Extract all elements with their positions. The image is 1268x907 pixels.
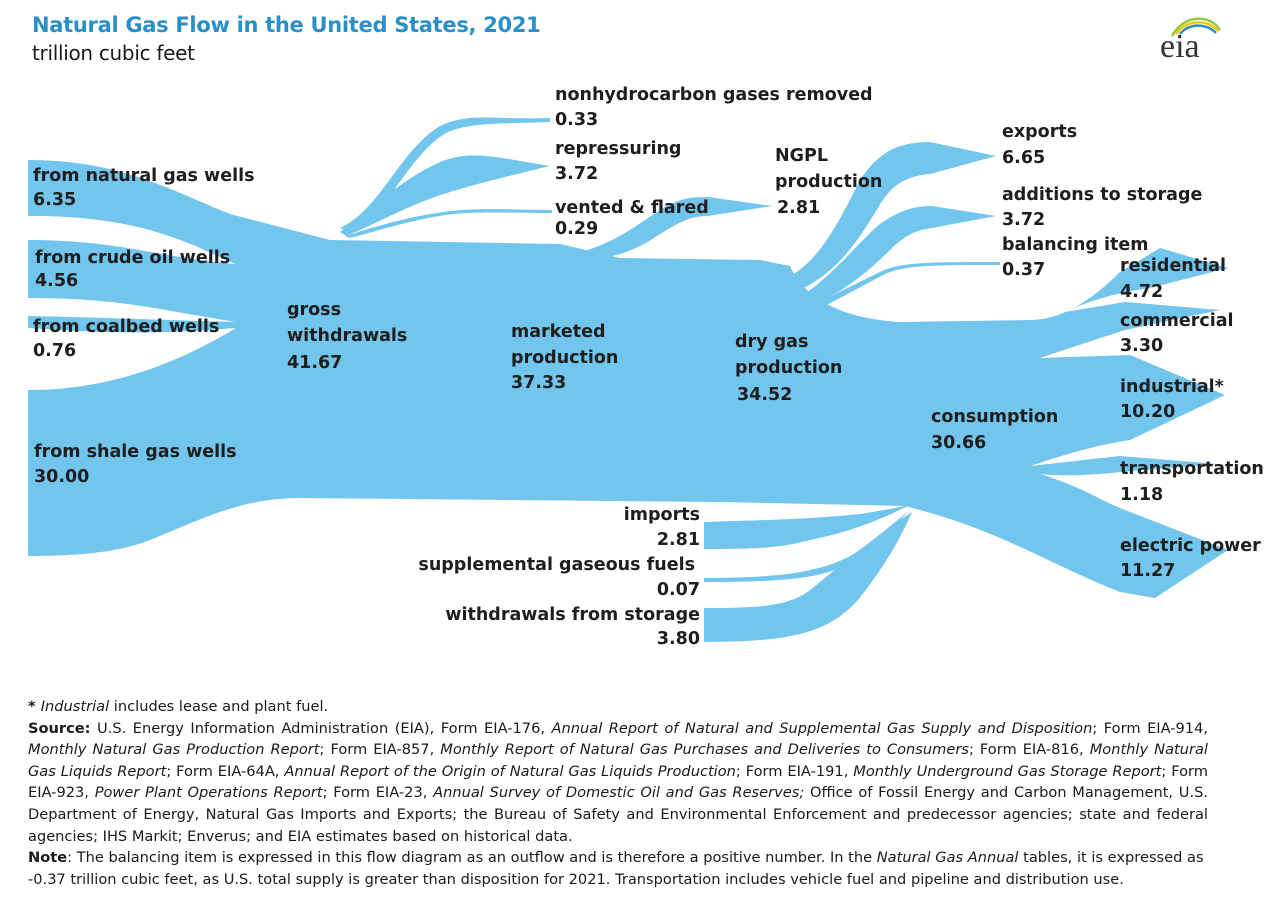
source-text: ; Form EIA-914, xyxy=(1092,719,1209,737)
label-nonhydrocarbon: nonhydrocarbon gases removed xyxy=(555,85,873,105)
value-wells: 6.35 xyxy=(33,190,76,210)
source-text: ; Form EIA-857, xyxy=(319,741,441,759)
value-repressuring: 3.72 xyxy=(555,164,598,184)
label-supplemental: supplemental gaseous fuels xyxy=(418,555,695,575)
label-marketed-2: production xyxy=(511,348,618,368)
source-text: Monthly Underground Gas Storage Report xyxy=(853,762,1162,780)
label-coalbed: from coalbed wells xyxy=(33,317,219,337)
value-industrial: 10.20 xyxy=(1120,402,1175,422)
flow-exports xyxy=(790,142,996,290)
label-dry-1: dry gas xyxy=(735,332,808,352)
footnote-text: includes lease and plant fuel. xyxy=(109,698,329,715)
value-ngpl: 2.81 xyxy=(777,198,820,218)
label-withdrawals-storage: withdrawals from storage xyxy=(445,605,700,625)
source-text: Annual Report of Natural and Supplementa… xyxy=(551,719,1093,737)
label-dry-2: production xyxy=(735,358,842,378)
value-withdrawals-storage: 3.80 xyxy=(657,629,700,649)
label-marketed-1: marketed xyxy=(511,322,605,342)
eia-logo: eia xyxy=(1160,17,1222,62)
source-label: Source: xyxy=(28,719,91,737)
label-imports: imports xyxy=(624,505,700,525)
value-exports: 6.65 xyxy=(1002,148,1045,168)
value-consumption: 30.66 xyxy=(931,433,986,453)
flow-repressuring xyxy=(340,155,550,236)
source-text: U.S. Energy Information Administration (… xyxy=(90,719,552,737)
value-transportation: 1.18 xyxy=(1120,485,1163,505)
note-text: Natural Gas Annual xyxy=(876,849,1019,867)
value-imports: 2.81 xyxy=(657,530,700,550)
label-ngpl-2: production xyxy=(775,172,882,192)
source-text: ; Form EIA-923, xyxy=(28,762,1208,802)
page-title: Natural Gas Flow in the United States, 2… xyxy=(32,13,541,37)
value-oil: 4.56 xyxy=(35,271,78,291)
industrial-footnote: * Industrial includes lease and plant fu… xyxy=(28,696,1208,718)
label-wells: from natural gas wells xyxy=(33,166,255,186)
label-commercial: commercial xyxy=(1120,311,1234,331)
label-storage: additions to storage xyxy=(1002,185,1202,205)
value-nonhydrocarbon: 0.33 xyxy=(555,110,598,130)
label-gross-1: gross xyxy=(287,300,341,320)
label-shale: from shale gas wells xyxy=(34,442,237,462)
value-balancing: 0.37 xyxy=(1002,260,1045,280)
label-residential: residential xyxy=(1120,256,1226,276)
label-repressuring: repressuring xyxy=(555,139,681,159)
source-text: ; Form EIA-816, xyxy=(968,741,1090,759)
svg-text:eia: eia xyxy=(1160,28,1200,62)
value-coalbed: 0.76 xyxy=(33,341,76,361)
source-text: Monthly Natural Gas Liquids Report xyxy=(28,741,1208,780)
value-storage: 3.72 xyxy=(1002,210,1045,230)
source-text: Power Plant Operations Report xyxy=(94,784,323,802)
flow-bands xyxy=(28,117,1228,642)
flow-ngpl xyxy=(566,197,772,258)
source-text: Monthly Report of Natural Gas Purchases … xyxy=(440,741,969,759)
footnotes: * Industrial includes lease and plant fu… xyxy=(28,696,1208,890)
flow-storage xyxy=(795,206,996,310)
flow-withdrawals-storage xyxy=(704,512,912,642)
flow-main-trunk xyxy=(28,160,1228,598)
source-text: ; Form EIA-191, xyxy=(735,762,854,780)
footnote-industrial: Industrial xyxy=(40,698,110,715)
source-text: ; Form EIA-64A, xyxy=(166,762,285,780)
label-electric: electric power xyxy=(1120,536,1261,556)
value-dry: 34.52 xyxy=(737,385,792,405)
node-labels: from natural gas wells 6.35 from crude o… xyxy=(33,85,1264,649)
value-commercial: 3.30 xyxy=(1120,336,1163,356)
page-subtitle: trillion cubic feet xyxy=(32,41,195,65)
source-text: Annual Report of the Origin of Natural G… xyxy=(284,762,736,780)
source-text: ; Form EIA-23, xyxy=(322,784,434,802)
value-vented: 0.29 xyxy=(555,219,598,239)
value-gross: 41.67 xyxy=(287,353,342,373)
balancing-note: Note: The balancing item is expressed in… xyxy=(28,847,1208,890)
flow-imports xyxy=(704,505,910,549)
footnote-star: * xyxy=(28,698,41,715)
label-gross-2: withdrawals xyxy=(287,326,407,346)
flow-vented xyxy=(345,209,552,238)
note-label: Note xyxy=(28,849,68,867)
source-text: Monthly Natural Gas Production Report xyxy=(28,741,320,759)
label-industrial: industrial* xyxy=(1120,377,1224,397)
label-transportation: transportation xyxy=(1120,459,1264,479)
value-supplemental: 0.07 xyxy=(657,580,700,600)
value-electric: 11.27 xyxy=(1120,561,1175,581)
value-marketed: 37.33 xyxy=(511,373,566,393)
label-ngpl-1: NGPL xyxy=(775,146,828,166)
label-consumption: consumption xyxy=(931,407,1058,427)
value-shale: 30.00 xyxy=(34,467,89,487)
label-vented: vented & flared xyxy=(555,198,709,218)
value-residential: 4.72 xyxy=(1120,282,1163,302)
source-note: Source: U.S. Energy Information Administ… xyxy=(28,718,1208,848)
source-text: Annual Survey of Domestic Oil and Gas Re… xyxy=(433,784,805,802)
note-text: : The balancing item is expressed in thi… xyxy=(67,849,877,867)
label-oil: from crude oil wells xyxy=(35,248,230,268)
label-exports: exports xyxy=(1002,122,1077,142)
label-balancing: balancing item xyxy=(1002,235,1149,255)
note-text: tables, it is expressed as -0.37 trillio… xyxy=(28,849,1204,888)
sankey-diagram: from natural gas wells 6.35 from crude o… xyxy=(28,85,1264,649)
source-text: Office of Fossil Energy and Carbon Manag… xyxy=(28,784,1209,845)
